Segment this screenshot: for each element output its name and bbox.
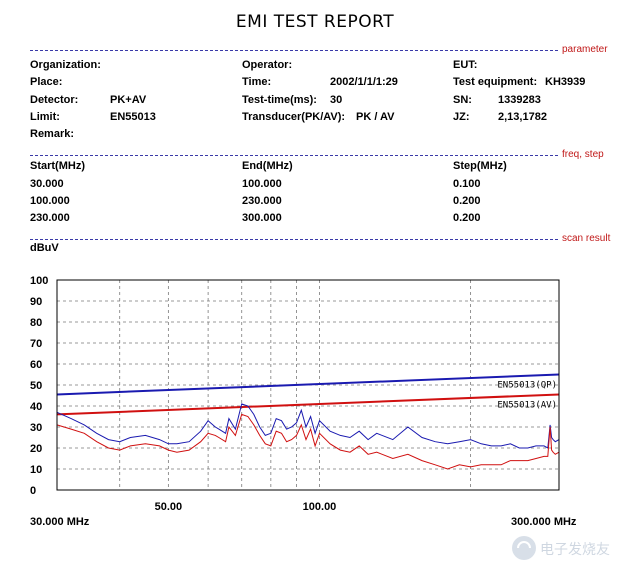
scan-result-separator: [30, 239, 558, 240]
y-axis-unit-label: dBuV: [30, 242, 59, 254]
y-tick-label: 10: [30, 464, 42, 476]
x-end-label: 300.000 MHz: [511, 516, 577, 528]
chart-grid: [57, 280, 559, 490]
freq-table-cell: 100.000: [242, 178, 282, 190]
parameter-separator: [30, 50, 558, 51]
eut-label: EUT:: [453, 59, 478, 71]
x-start-label: 30.000 MHz: [30, 516, 90, 528]
transducer-label: Transducer(PK/AV):: [242, 111, 346, 123]
remark-label: Remark:: [30, 128, 75, 140]
y-tick-label: 90: [30, 296, 42, 308]
test-time-value: 30: [330, 94, 343, 106]
x-tick-labels: 50.00 100.00: [155, 501, 337, 513]
detector-label: Detector:: [30, 94, 79, 106]
y-tick-label: 80: [30, 317, 42, 329]
y-tick-label: 70: [30, 338, 42, 350]
freq-step-separator: [30, 155, 558, 156]
limit-line-label: EN55013(QP): [497, 381, 557, 391]
report-title: EMI TEST REPORT: [235, 12, 395, 32]
limit-line: [56, 373, 560, 396]
plot-frame: [56, 279, 560, 491]
y-tick-label: 50: [30, 380, 42, 392]
test-equipment-value: KH3939: [545, 76, 586, 88]
y-tick-label: 60: [30, 359, 42, 371]
x-tick-label: 50.00: [155, 501, 183, 513]
measurement-traces: [56, 403, 560, 470]
time-value: 2002/1/1/1:29: [330, 76, 398, 88]
transducer-value: PK / AV: [356, 111, 395, 123]
freq-table-cell: 0.100: [453, 178, 481, 190]
freq-table-cell: 0.200: [453, 195, 481, 207]
y-tick-label: 40: [30, 401, 42, 413]
operator-label: Operator:: [242, 59, 293, 71]
x-tick-label: 100.00: [303, 501, 337, 513]
limit-line: [56, 393, 560, 416]
freq-table-cell: 100.000: [30, 195, 70, 207]
test-equipment-label: Test equipment:: [453, 76, 538, 88]
scan-result-section-label: scan result: [560, 233, 611, 244]
limit-label: Limit:: [30, 111, 60, 123]
freq-table-header-step: Step(MHz): [453, 160, 507, 172]
freq-table-header-start: Start(MHz): [30, 160, 85, 172]
freq-table-cell: 30.000: [30, 178, 64, 190]
place-label: Place:: [30, 76, 63, 88]
freq-table-header-end: End(MHz): [242, 160, 293, 172]
watermark-text: 电子发烧友: [540, 542, 610, 558]
parameter-section-label: parameter: [560, 44, 608, 55]
freq-table-cell: 300.000: [242, 212, 282, 224]
y-tick-label: 20: [30, 443, 42, 455]
jz-label: JZ:: [453, 111, 470, 123]
limit-value: EN55013: [110, 111, 156, 123]
measurement-trace: [56, 413, 560, 470]
freq-table-cell: 230.000: [242, 195, 282, 207]
y-tick-label: 0: [30, 485, 36, 497]
detector-value: PK+AV: [110, 94, 147, 106]
sn-value: 1339283: [498, 94, 541, 106]
watermark-logo: 电子发烧友: [512, 536, 610, 560]
y-tick-label: 100: [30, 275, 48, 287]
limit-lines: EN55013(QP) EN55013(AV): [56, 373, 560, 416]
jz-value: 2,13,1782: [498, 111, 547, 123]
limit-line-label: EN55013(AV): [497, 400, 557, 410]
freq-table-cell: 0.200: [453, 212, 481, 224]
organization-label: Organization:: [30, 59, 101, 71]
time-label: Time:: [242, 76, 272, 88]
sn-label: SN:: [453, 94, 472, 106]
measurement-trace: [56, 403, 560, 449]
freq-step-section-label: freq, step: [560, 149, 604, 160]
test-time-label: Test-time(ms):: [242, 94, 317, 106]
y-tick-label: 30: [30, 422, 42, 434]
freq-table-cell: 230.000: [30, 212, 70, 224]
